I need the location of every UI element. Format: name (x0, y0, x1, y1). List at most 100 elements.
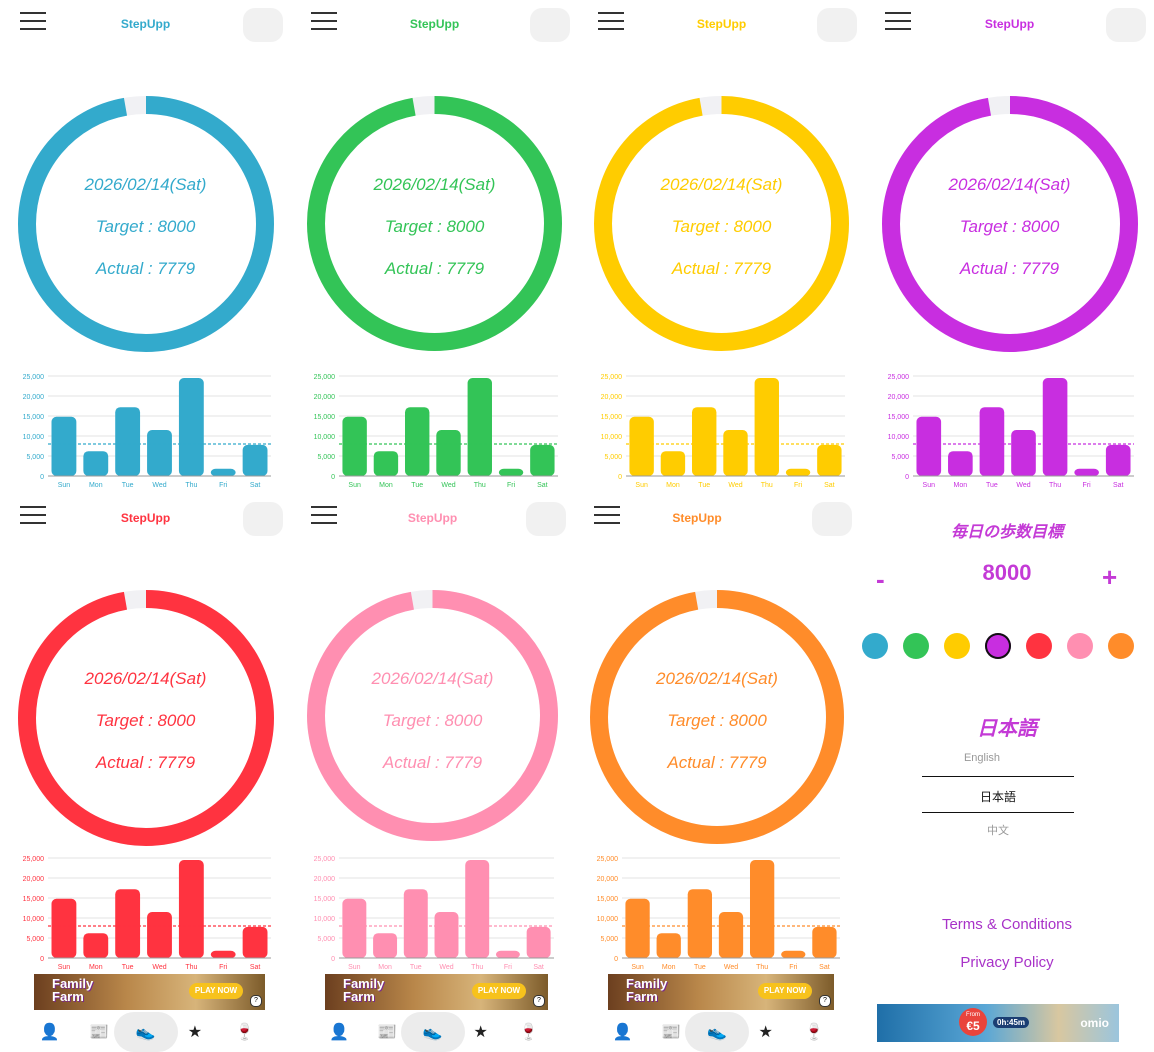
language-option-japanese[interactable]: 日本語 (979, 790, 1016, 804)
language-option-english[interactable]: English (963, 752, 1001, 764)
nav-steps[interactable]: 👟 (113, 1012, 178, 1052)
game-ad-banner[interactable]: Family Farm PLAY NOW? (608, 974, 834, 1010)
increase-goal-button[interactable]: + (1102, 562, 1118, 592)
nav-profile[interactable]: 👤 (603, 1012, 643, 1052)
menu-icon[interactable] (311, 506, 337, 528)
nav-profile[interactable]: 👤 (319, 1012, 359, 1052)
nav-wine[interactable]: 🍷 (224, 1012, 264, 1052)
x-tick-label: Sat (250, 482, 261, 489)
bar-mon (660, 451, 686, 476)
menu-icon[interactable] (20, 12, 46, 34)
ad-info-icon[interactable]: ? (250, 995, 262, 1007)
bar-fri (495, 950, 520, 958)
ring-date-text: 2026/02/14(Sat) (84, 669, 207, 688)
x-tick-label: Sat (1113, 482, 1124, 489)
color-swatch-pink[interactable] (1067, 633, 1093, 659)
blurred-action-button[interactable] (526, 502, 566, 536)
nav-profile[interactable]: 👤 (29, 1012, 69, 1052)
app-title: StepUpp (120, 17, 171, 31)
ad-info-icon[interactable]: ? (533, 995, 545, 1007)
ad-logo-line1: Family (626, 976, 668, 991)
y-tick-label: 5,000 (26, 454, 44, 461)
progress-ring: 2026/02/14(Sat) Target : 8000 Actual : 777… (590, 590, 844, 844)
x-tick-label: Tue (694, 964, 706, 971)
x-tick-label: Wed (441, 482, 455, 489)
profile-icon: 👤 (329, 1024, 350, 1041)
nav-favorites[interactable]: ★ (746, 1012, 786, 1052)
menu-line (20, 506, 46, 508)
color-swatch-orange[interactable] (1108, 633, 1134, 659)
menu-line (311, 506, 337, 508)
nav-favorites[interactable]: ★ (175, 1012, 215, 1052)
bar-fri (1074, 468, 1099, 476)
ad-play-button[interactable]: PLAY NOW (472, 983, 526, 999)
bar-sat (526, 926, 551, 958)
progress-arc (17, 590, 274, 846)
bar-mon (656, 933, 681, 958)
y-tick-label: 15,000 (23, 896, 45, 903)
blurred-action-button[interactable] (243, 502, 283, 536)
x-tick-label: Sun (923, 482, 936, 489)
bar-fri (210, 950, 236, 958)
app-title: StepUpp (409, 17, 460, 31)
color-swatch-blue[interactable] (862, 633, 888, 659)
terms-link[interactable]: Terms & Conditions (941, 916, 1073, 933)
y-tick-label: 20,000 (314, 876, 336, 883)
y-tick-label: 0 (331, 474, 335, 481)
language-option-chinese[interactable]: 中文 (987, 825, 1009, 837)
ad-play-button[interactable]: PLAY NOW (189, 983, 243, 999)
blurred-action-button[interactable] (243, 8, 283, 42)
menu-icon[interactable] (594, 506, 620, 528)
nav-news[interactable]: 📰 (651, 1012, 691, 1052)
nav-news[interactable]: 📰 (367, 1012, 407, 1052)
ad-logo: Family Farm (626, 977, 667, 1003)
progress-ring-svg (17, 96, 274, 352)
y-tick-label: 5,000 (317, 936, 335, 943)
color-swatch-green[interactable] (903, 633, 929, 659)
blurred-action-button[interactable] (1106, 8, 1146, 42)
ring-target-text: Target : 8000 (667, 711, 767, 730)
nav-favorites[interactable]: ★ (461, 1012, 501, 1052)
menu-icon[interactable] (311, 12, 337, 34)
x-tick-label: Sat (533, 964, 544, 971)
profile-icon: 👤 (612, 1024, 633, 1041)
blurred-action-button[interactable] (530, 8, 570, 42)
travel-ad-banner[interactable]: From €5 0h:45m omio (877, 1004, 1119, 1042)
menu-line (20, 12, 46, 14)
x-tick-label: Thu (761, 482, 773, 489)
color-swatch-yellow[interactable] (944, 633, 970, 659)
ring-target-text: Target : 8000 (671, 217, 772, 236)
steps-icon: 👟 (707, 1024, 727, 1041)
ring-target-text: Target : 8000 (95, 711, 196, 730)
nav-wine[interactable]: 🍷 (794, 1012, 834, 1052)
menu-icon[interactable] (20, 506, 46, 528)
decrease-goal-button[interactable]: - (876, 564, 885, 594)
color-swatch-purple[interactable] (985, 633, 1011, 659)
blurred-action-button[interactable] (817, 8, 857, 42)
bar-mon (83, 451, 109, 476)
bar-sat (242, 444, 268, 476)
nav-wine[interactable]: 🍷 (509, 1012, 549, 1052)
color-swatch-red[interactable] (1026, 633, 1052, 659)
menu-icon[interactable] (598, 12, 624, 34)
nav-steps[interactable]: 👟 (400, 1012, 465, 1052)
menu-icon[interactable] (885, 12, 911, 34)
y-tick-label: 10,000 (597, 916, 619, 923)
ad-info-icon[interactable]: ? (819, 995, 831, 1007)
language-title: 日本語 (977, 718, 1037, 740)
ad-play-button[interactable]: PLAY NOW (758, 983, 812, 999)
nav-news[interactable]: 📰 (79, 1012, 119, 1052)
blurred-action-button[interactable] (812, 502, 852, 536)
progress-ring: 2026/02/14(Sat) Target : 8000 Actual : 777… (17, 96, 274, 352)
bar-tue (979, 407, 1005, 476)
nav-steps[interactable]: 👟 (685, 1012, 749, 1052)
ad-price-badge: From €5 (959, 1008, 987, 1036)
app-title: StepUpp (407, 511, 458, 525)
chart-svg: 25,000 20,000 15,000 10,000 5,000 0 Sun Mon Tue W… (314, 856, 554, 971)
game-ad-banner[interactable]: Family Farm PLAY NOW? (325, 974, 548, 1010)
privacy-link[interactable]: Privacy Policy (960, 954, 1054, 971)
game-ad-banner[interactable]: Family Farm PLAY NOW? (34, 974, 265, 1010)
bar-sat (1105, 444, 1131, 476)
bar-mon (373, 451, 399, 476)
app-screen-orange: StepUpp 2026/02/14(Sat) Target : 8000 Actua… (574, 494, 860, 1052)
